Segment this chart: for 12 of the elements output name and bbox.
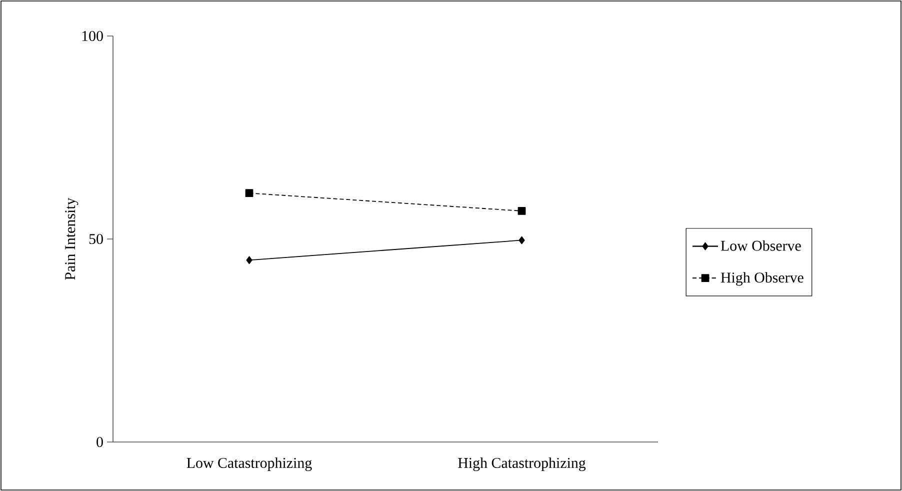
point: [245, 189, 254, 198]
y-tick-label: 100: [82, 30, 103, 42]
y-axis-title: Pain Intensity: [65, 198, 78, 280]
legend-label: Low Observe: [720, 240, 801, 251]
point: [518, 207, 526, 215]
x-tick-label: High Catastrophizing: [458, 457, 586, 472]
point: [518, 236, 525, 244]
legend-label: High Observe: [720, 272, 804, 286]
y-tick-label: 50: [89, 234, 103, 244]
x-tick-label: Low Catastrophizing: [186, 457, 312, 472]
y-tick-label: 0: [96, 436, 103, 448]
point: [246, 256, 252, 264]
